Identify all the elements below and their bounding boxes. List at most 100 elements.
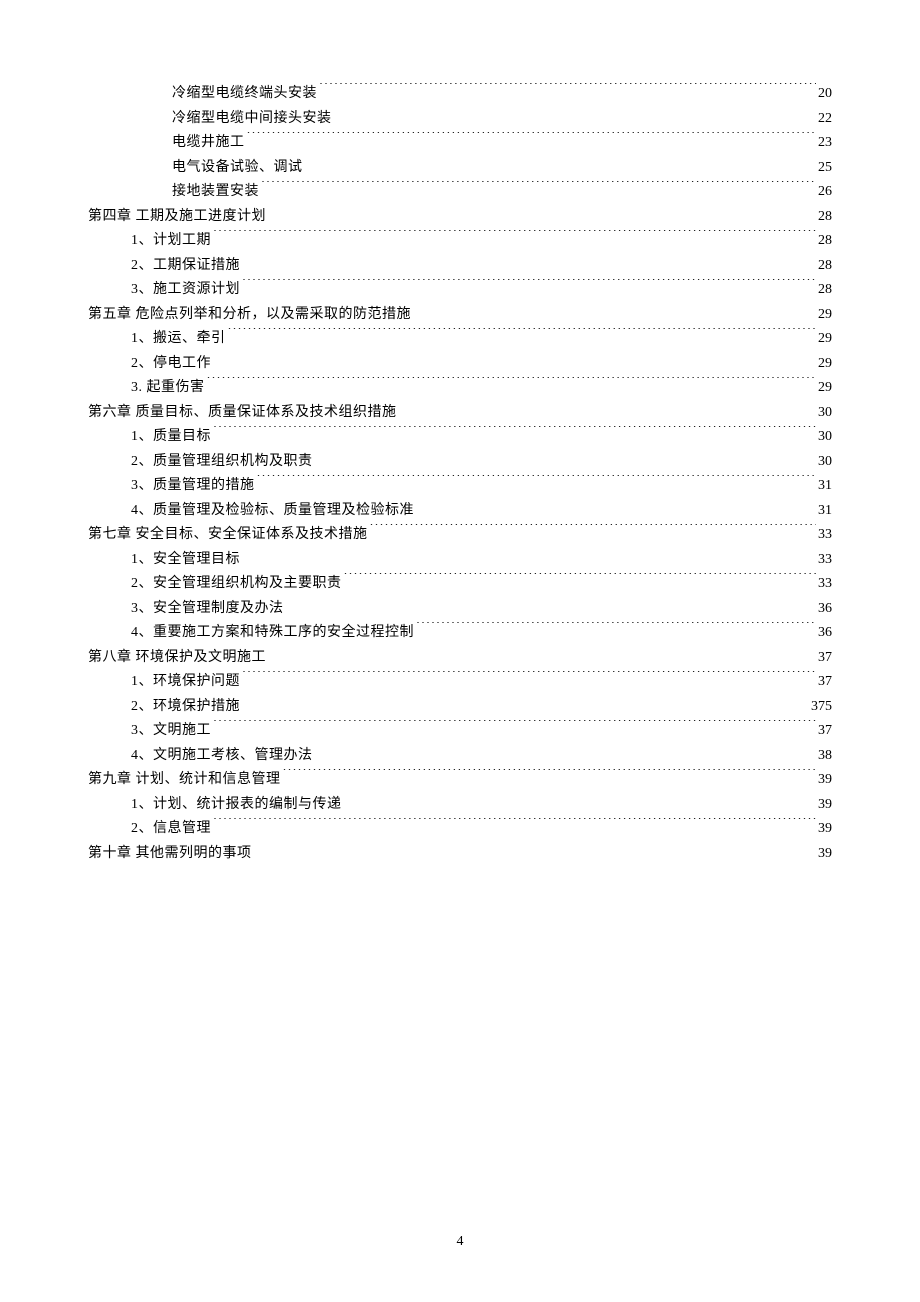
toc-leader-dots [213, 230, 816, 244]
toc-entry-label: 冷缩型电缆终端头安装 [172, 82, 317, 107]
toc-entry-page: 31 [818, 474, 832, 499]
toc-leader-dots [413, 304, 816, 318]
toc-entry-label: 1、计划工期 [131, 229, 211, 254]
toc-entry: 电缆井施工23 [88, 131, 832, 156]
toc-entry-label: 3、文明施工 [131, 719, 211, 744]
toc-entry: 2、工期保证措施28 [88, 254, 832, 279]
toc-leader-dots [261, 181, 816, 195]
toc-entry-page: 33 [818, 572, 832, 597]
toc-entry-page: 39 [818, 793, 832, 818]
toc-entry-label: 1、搬运、牵引 [131, 327, 226, 352]
toc-leader-dots [416, 500, 816, 514]
toc-leader-dots [315, 745, 817, 759]
toc-leader-dots [416, 622, 816, 636]
toc-entry-label: 2、信息管理 [131, 817, 211, 842]
toc-entry: 3、施工资源计划28 [88, 278, 832, 303]
toc-entry: 4、文明施工考核、管理办法 38 [88, 744, 832, 769]
toc-entry-page: 30 [818, 425, 832, 450]
toc-leader-dots [283, 769, 817, 783]
toc-leader-dots [207, 377, 817, 391]
toc-entry-page: 26 [818, 180, 832, 205]
toc-entry-page: 29 [818, 376, 832, 401]
toc-entry: 2、停电工作29 [88, 352, 832, 377]
toc-entry-label: 3、安全管理制度及办法 [131, 597, 284, 622]
toc-leader-dots [268, 206, 816, 220]
toc-entry-label: 1、质量目标 [131, 425, 211, 450]
toc-leader-dots [254, 843, 817, 857]
toc-leader-dots [242, 279, 816, 293]
toc-entry: 1、搬运、牵引29 [88, 327, 832, 352]
toc-page: 冷缩型电缆终端头安装 20 冷缩型电缆中间接头安装 22电缆井施工23电气设备试验、调… [0, 0, 920, 866]
toc-entry-page: 36 [818, 597, 832, 622]
toc-leader-dots [286, 598, 817, 612]
toc-entry-label: 第六章 质量目标、质量保证体系及技术组织措施 [88, 401, 397, 426]
toc-entry: 2、质量管理组织机构及职责30 [88, 450, 832, 475]
toc-entry-page: 37 [818, 646, 832, 671]
toc-entry-page: 28 [818, 254, 832, 279]
toc-entry-label: 第十章 其他需列明的事项 [88, 842, 252, 867]
toc-entry: 3. 起重伤害 29 [88, 376, 832, 401]
toc-entry: 冷缩型电缆终端头安装 20 [88, 82, 832, 107]
toc-entry: 2、安全管理组织机构及主要职责33 [88, 572, 832, 597]
toc-leader-dots [242, 696, 809, 710]
toc-entry: 1、环境保护问题 37 [88, 670, 832, 695]
toc-entry: 1、计划工期 28 [88, 229, 832, 254]
toc-entry-label: 第九章 计划、统计和信息管理 [88, 768, 281, 793]
toc-entry: 3、质量管理的措施31 [88, 474, 832, 499]
toc-leader-dots [344, 794, 817, 808]
toc-entry-label: 4、质量管理及检验标、质量管理及检验标准 [131, 499, 414, 524]
page-number: 4 [0, 1234, 920, 1250]
toc-entry: 2、信息管理 39 [88, 817, 832, 842]
toc-entry-label: 第四章 工期及施工进度计划 [88, 205, 266, 230]
toc-entry-label: 2、停电工作 [131, 352, 211, 377]
toc-entry-page: 25 [818, 156, 832, 181]
toc-leader-dots [319, 83, 816, 97]
toc-entry-page: 39 [818, 842, 832, 867]
toc-entry: 接地装置安装 26 [88, 180, 832, 205]
toc-entry-page: 37 [818, 670, 832, 695]
toc-entry-label: 接地装置安装 [172, 180, 259, 205]
toc-entry: 第九章 计划、统计和信息管理 39 [88, 768, 832, 793]
toc-entry-page: 39 [818, 768, 832, 793]
toc-entry-page: 33 [818, 548, 832, 573]
toc-entry-label: 3. 起重伤害 [131, 376, 205, 401]
toc-entry-label: 1、安全管理目标 [131, 548, 240, 573]
toc-entry-page: 22 [818, 107, 832, 132]
toc-entry-page: 28 [818, 229, 832, 254]
toc-entry: 4、重要施工方案和特殊工序的安全过程控制36 [88, 621, 832, 646]
toc-leader-dots [257, 475, 817, 489]
toc-list: 冷缩型电缆终端头安装 20 冷缩型电缆中间接头安装 22电缆井施工23电气设备试验、调… [88, 82, 832, 866]
toc-entry-page: 31 [818, 499, 832, 524]
toc-entry-label: 第七章 安全目标、安全保证体系及技术措施 [88, 523, 368, 548]
toc-entry: 4、质量管理及检验标、质量管理及检验标准 31 [88, 499, 832, 524]
toc-entry: 3、文明施工 37 [88, 719, 832, 744]
toc-entry: 第四章 工期及施工进度计划 28 [88, 205, 832, 230]
toc-leader-dots [268, 647, 816, 661]
toc-entry-label: 1、环境保护问题 [131, 670, 240, 695]
toc-entry-page: 28 [818, 205, 832, 230]
toc-leader-dots [344, 573, 817, 587]
toc-entry: 3、安全管理制度及办法 36 [88, 597, 832, 622]
toc-entry: 2、环境保护措施375 [88, 695, 832, 720]
toc-entry-page: 36 [818, 621, 832, 646]
toc-entry-label: 2、质量管理组织机构及职责 [131, 450, 313, 475]
toc-leader-dots [370, 524, 817, 538]
toc-leader-dots [242, 255, 816, 269]
toc-leader-dots [228, 328, 817, 342]
toc-entry-label: 冷缩型电缆中间接头安装 [172, 107, 332, 132]
toc-entry: 1、计划、统计报表的编制与传递39 [88, 793, 832, 818]
toc-entry-page: 39 [818, 817, 832, 842]
toc-entry-label: 4、文明施工考核、管理办法 [131, 744, 313, 769]
toc-entry-page: 23 [818, 131, 832, 156]
toc-entry: 第五章 危险点列举和分析，以及需采取的防范措施29 [88, 303, 832, 328]
toc-entry: 第六章 质量目标、质量保证体系及技术组织措施30 [88, 401, 832, 426]
toc-entry-page: 375 [811, 695, 832, 720]
toc-entry-label: 电气设备试验、调试 [172, 156, 303, 181]
toc-entry: 电气设备试验、调试 25 [88, 156, 832, 181]
toc-entry-page: 37 [818, 719, 832, 744]
toc-leader-dots [305, 157, 817, 171]
toc-entry: 第十章 其他需列明的事项 39 [88, 842, 832, 867]
toc-entry-page: 38 [818, 744, 832, 769]
toc-entry-page: 20 [818, 82, 832, 107]
toc-entry-page: 29 [818, 303, 832, 328]
